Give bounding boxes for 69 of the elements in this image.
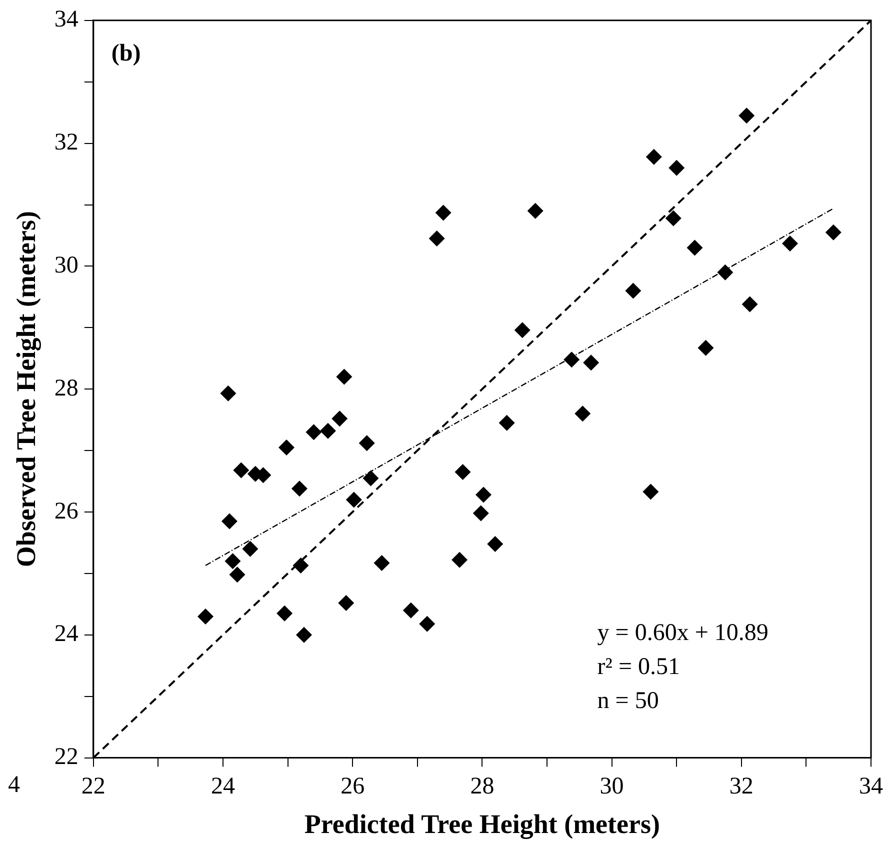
point: [487, 536, 504, 552]
y-tick-label: 26: [54, 498, 78, 524]
point: [229, 566, 246, 583]
y-tick-label: 34: [54, 6, 78, 33]
x-tick-label: 34: [859, 773, 883, 800]
annotation: (b): [111, 40, 141, 66]
point: [452, 552, 468, 568]
point: [198, 608, 214, 624]
point: [646, 148, 662, 165]
point: [527, 202, 544, 219]
point: [625, 282, 642, 299]
x-tick-label: 32: [729, 773, 754, 800]
x-tick-label: 30: [600, 773, 624, 800]
x-tick-label: 24: [211, 773, 235, 800]
point: [374, 555, 390, 572]
y-tick-label: 28: [54, 375, 78, 402]
point: [296, 626, 312, 643]
text: 4: [8, 772, 20, 798]
point: [306, 424, 322, 440]
point: [233, 462, 250, 478]
point: [338, 594, 354, 611]
point: [665, 210, 682, 226]
x-tick-label: 26: [340, 773, 365, 800]
point: [472, 505, 489, 522]
point: [224, 553, 241, 570]
point: [686, 240, 703, 256]
point: [454, 464, 471, 480]
x-tick-label: 28: [470, 773, 494, 800]
point: [291, 480, 308, 497]
point: [498, 414, 515, 431]
point: [642, 484, 659, 500]
point: [336, 368, 352, 385]
point: [742, 296, 758, 312]
point: [428, 230, 445, 247]
y-axis-title: Observed Tree Height (meters): [11, 211, 42, 568]
annotation: r² = 0.51: [597, 654, 680, 680]
point: [242, 540, 258, 557]
point: [278, 439, 295, 456]
point: [292, 557, 309, 574]
point: [276, 605, 293, 622]
point: [346, 492, 362, 508]
y-tick-label: 30: [54, 252, 78, 278]
y-tick-label: 22: [54, 744, 78, 770]
annotation: n = 50: [597, 688, 659, 714]
point: [435, 204, 452, 221]
point: [320, 422, 336, 439]
y-tick-label: 32: [54, 130, 78, 156]
y-tick-label: 24: [54, 621, 78, 648]
point: [475, 486, 492, 503]
point: [717, 264, 734, 280]
x-tick-label: 22: [81, 773, 106, 800]
point: [583, 354, 600, 371]
point: [332, 410, 348, 427]
x-axis-title: Predicted Tree Height (meters): [304, 808, 660, 839]
point: [402, 602, 419, 618]
point: [738, 108, 755, 124]
point: [668, 160, 685, 176]
point: [698, 340, 714, 356]
point: [514, 322, 530, 338]
point: [419, 616, 436, 632]
point: [220, 385, 236, 402]
point: [358, 435, 375, 452]
point: [782, 235, 798, 252]
annotation: y = 0.60x + 10.89: [597, 620, 768, 646]
point: [564, 352, 580, 368]
point: [825, 224, 842, 240]
point: [362, 470, 379, 486]
point: [221, 513, 238, 530]
point: [574, 406, 591, 422]
